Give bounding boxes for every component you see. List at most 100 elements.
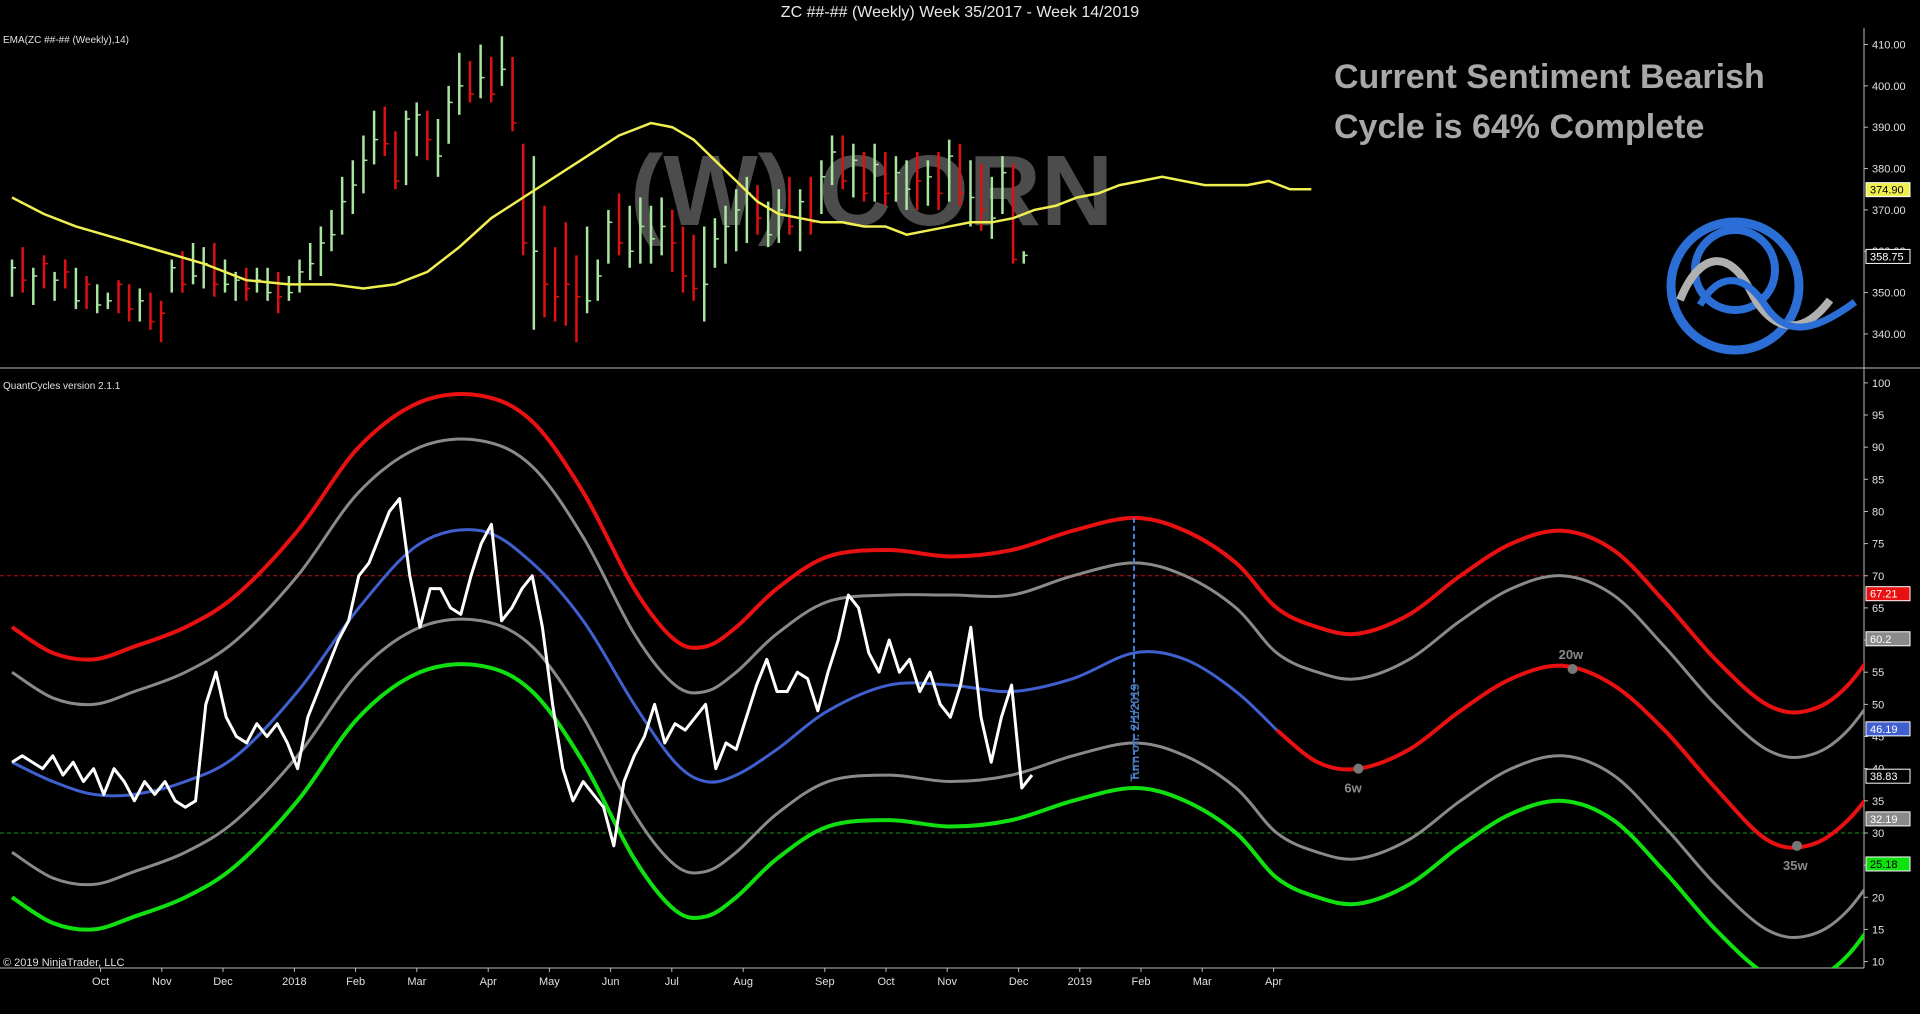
price-bar[interactable] [362, 135, 368, 194]
price-bar[interactable] [703, 226, 709, 322]
price-bar[interactable] [660, 197, 666, 256]
price-bar[interactable] [713, 218, 719, 268]
cycle-point[interactable]: 20w [1559, 647, 1584, 674]
price-bar[interactable] [852, 143, 858, 198]
price-bar[interactable] [287, 276, 293, 301]
chart-canvas[interactable]: EMA(ZC ##-## (Weekly),14) (W) CORN Current… [0, 26, 1920, 1014]
price-bar[interactable] [74, 267, 80, 310]
ema-line[interactable] [11, 121, 1312, 290]
price-bar[interactable] [798, 189, 805, 252]
price-bar[interactable] [319, 226, 325, 277]
price-bar[interactable] [468, 61, 474, 103]
price-bar[interactable] [394, 131, 400, 190]
price-bar[interactable] [479, 44, 485, 99]
price-bar[interactable] [372, 110, 379, 165]
price-bar[interactable] [809, 176, 815, 235]
price-bar[interactable] [756, 185, 762, 235]
price-bar[interactable] [926, 160, 932, 206]
price-bar[interactable] [106, 292, 112, 310]
price-bar[interactable] [639, 197, 645, 264]
cycle-point[interactable]: 6w [1344, 763, 1364, 796]
price-bar[interactable] [937, 152, 943, 210]
price-bar[interactable] [532, 156, 538, 330]
price-bar[interactable] [894, 156, 900, 202]
price-bar[interactable] [511, 56, 517, 132]
price-bar[interactable] [458, 52, 464, 115]
price-bar[interactable] [575, 255, 581, 343]
price-bar[interactable] [415, 102, 421, 157]
price-bar[interactable] [436, 118, 442, 177]
price-panel[interactable]: EMA(ZC ##-## (Weekly),14) (W) CORN Current… [3, 35, 1858, 355]
price-bar[interactable] [862, 152, 868, 202]
price-bar[interactable] [585, 226, 592, 314]
price-bar[interactable] [340, 176, 347, 235]
price-bar[interactable] [564, 222, 570, 326]
price-bar[interactable] [553, 247, 560, 322]
price-bar[interactable] [53, 271, 59, 301]
price-bar[interactable] [351, 160, 357, 215]
price-bar[interactable] [958, 143, 964, 206]
price-bar[interactable] [1001, 156, 1007, 215]
price-bar[interactable] [447, 85, 453, 144]
price-bar[interactable] [191, 242, 198, 285]
price-bar[interactable] [404, 110, 411, 186]
price-bar[interactable] [969, 160, 975, 227]
price-bar[interactable] [127, 284, 134, 322]
cycle-band-line[interactable] [11, 617, 1899, 939]
cycle-point[interactable]: 35w [1783, 840, 1808, 873]
price-bar[interactable] [490, 56, 496, 103]
price-bar[interactable] [734, 189, 741, 252]
price-bar[interactable] [64, 259, 70, 289]
price-bar[interactable] [383, 106, 389, 157]
cycle-band-line[interactable] [10, 392, 1899, 715]
price-bar[interactable] [788, 176, 794, 235]
price-bar[interactable] [266, 267, 272, 301]
cycle-panel[interactable]: QuantCycles version 2.1.1 Turn on: 2/1/20… [0, 381, 1899, 983]
price-bar[interactable] [841, 135, 847, 190]
price-bar[interactable] [170, 259, 176, 293]
price-bar[interactable] [500, 36, 506, 86]
price-bar[interactable] [298, 259, 304, 293]
price-bar[interactable] [607, 209, 613, 264]
price-bar[interactable] [277, 271, 283, 314]
price-bar[interactable] [10, 259, 16, 297]
cycle-band-line[interactable] [11, 528, 1278, 798]
price-bar[interactable] [1011, 164, 1018, 264]
price-bar[interactable] [21, 247, 27, 293]
price-bar[interactable] [830, 135, 837, 186]
price-bar[interactable] [649, 205, 655, 264]
price-bar[interactable] [32, 267, 38, 305]
price-bar[interactable] [671, 209, 677, 272]
price-bar[interactable] [596, 259, 602, 301]
price-bar[interactable] [628, 205, 634, 268]
price-bar[interactable] [245, 267, 251, 301]
price-bar[interactable] [223, 259, 229, 293]
price-bar[interactable] [692, 234, 698, 301]
price-bar[interactable] [95, 284, 102, 314]
price-bar[interactable] [916, 152, 922, 210]
cycle-band-line[interactable] [1275, 663, 1899, 850]
price-bar[interactable] [521, 143, 528, 256]
price-bar[interactable] [1022, 251, 1028, 264]
price-bar[interactable] [820, 160, 826, 215]
price-bar[interactable] [213, 242, 219, 297]
price-bar[interactable] [777, 189, 783, 243]
price-bar[interactable] [308, 242, 315, 281]
price-bar[interactable] [149, 292, 155, 330]
cycle-band-line[interactable] [10, 662, 1899, 982]
price-bar[interactable] [873, 143, 879, 202]
cycle-band-line[interactable] [11, 437, 1899, 759]
price-bar[interactable] [117, 280, 123, 314]
price-bar[interactable] [979, 164, 986, 231]
price-bar[interactable] [617, 193, 624, 256]
price-bar[interactable] [543, 205, 549, 318]
price-bar[interactable] [990, 176, 996, 239]
price-bar[interactable] [884, 152, 890, 206]
oscillator-line[interactable] [11, 497, 1034, 848]
price-bar[interactable] [905, 160, 911, 210]
price-bar[interactable] [330, 209, 336, 252]
price-bar[interactable] [85, 276, 91, 310]
price-bar[interactable] [159, 300, 166, 343]
price-bar[interactable] [426, 110, 432, 161]
price-bar[interactable] [42, 255, 48, 289]
